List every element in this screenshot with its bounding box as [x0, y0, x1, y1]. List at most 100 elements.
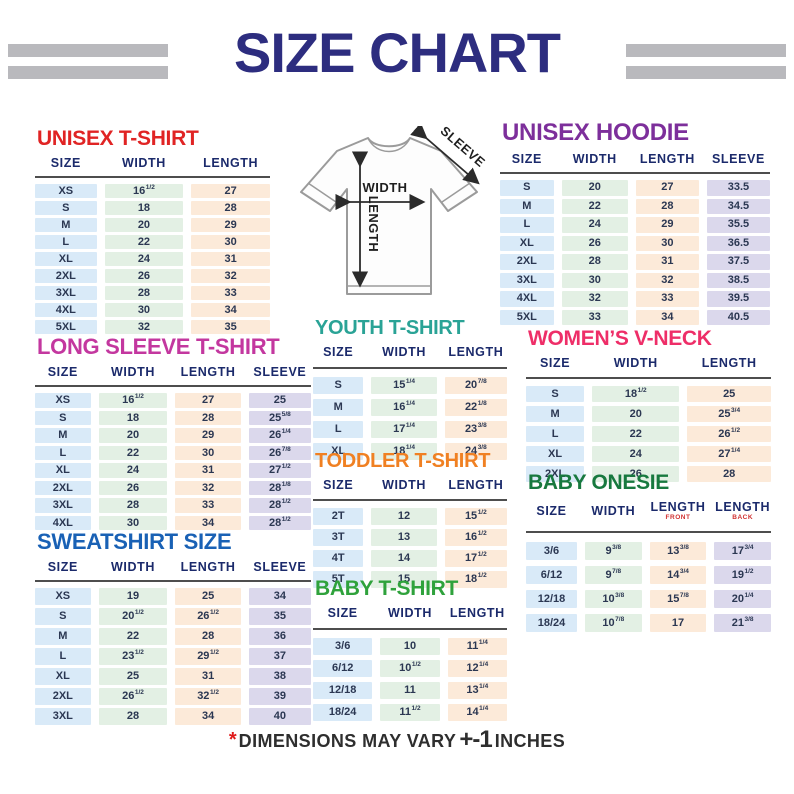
size-cell: M [526, 406, 585, 422]
value-cell: 20 [98, 428, 168, 443]
size-table-unisex-tshirt: UNISEX T-SHIRT SIZE WIDTH LENGTH XS 161/2 27 S… [35, 127, 270, 334]
column-header: WIDTH [121, 156, 166, 170]
value-cell: 25 [98, 668, 168, 685]
size-cell: XL [35, 463, 91, 478]
value-cell: 22 [98, 445, 168, 460]
size-cell: XL [35, 668, 91, 685]
value-cell: 19 [98, 588, 168, 605]
value-cell: 11 [380, 682, 440, 699]
value-cell: 28 [98, 708, 168, 725]
value-cell: 281/2 [248, 498, 311, 513]
value-cell: 24 [104, 252, 184, 266]
size-cell: 4XL [35, 303, 97, 317]
size-cell: 4T [313, 550, 364, 567]
footnote-unit: INCHES [494, 731, 566, 751]
size-cell: 6/12 [526, 565, 577, 584]
header-divider [500, 172, 770, 174]
table-grid: SIZE WIDTH LENGTH 2T 12 151/2 3T 13 161/2 4T 14 171… [313, 476, 507, 588]
value-cell: 231/2 [98, 648, 168, 665]
value-cell: 281/2 [248, 515, 311, 530]
value-cell: 13 [371, 529, 437, 546]
value-cell: 35 [191, 320, 270, 334]
value-cell: 161/4 [371, 399, 437, 416]
size-cell: 18/24 [313, 704, 373, 721]
value-cell: 35.5 [706, 217, 770, 233]
value-cell: 27 [635, 180, 699, 196]
value-cell: 25 [175, 588, 241, 605]
column-header: LENGTH [448, 345, 504, 359]
size-cell: 5XL [500, 309, 554, 325]
value-cell: 29 [635, 217, 699, 233]
size-cell: 3XL [35, 498, 91, 513]
header-divider [526, 377, 771, 379]
size-cell: 2XL [526, 466, 585, 482]
value-cell: 103/8 [584, 589, 642, 608]
footnote-asterisk: * [228, 729, 237, 751]
value-cell: 253/4 [687, 406, 771, 422]
column-header: SIZE [323, 478, 354, 492]
value-cell: 30 [98, 515, 168, 530]
size-table-baby-onesie: BABY ONESIE SIZE WIDTH LENGTH FRONT LENGTH BA… [526, 471, 771, 632]
value-cell: 34 [191, 303, 270, 317]
value-cell: 30 [561, 272, 628, 288]
size-table-baby-tshirt: BABY T-SHIRT SIZE WIDTH LENGTH 3/6 10 111/4 6/… [313, 577, 507, 721]
value-cell: 26 [104, 269, 184, 283]
column-header: SIZE [536, 503, 567, 518]
value-cell: 31 [175, 463, 241, 478]
decor-bar [626, 66, 786, 79]
value-cell: 201/4 [714, 589, 771, 608]
value-cell: 28 [175, 628, 241, 645]
value-cell: 22 [592, 426, 680, 442]
column-header: SIZE [327, 606, 358, 620]
value-cell: 32 [104, 320, 184, 334]
value-cell: 37.5 [706, 254, 770, 270]
column-header: WIDTH [572, 152, 617, 166]
column-header: SLEEVE [711, 152, 765, 166]
column-header: LENGTH [448, 478, 504, 492]
header-divider [35, 580, 311, 582]
value-cell: 18 [104, 201, 184, 215]
value-cell: 20 [561, 180, 628, 196]
value-cell: 243/8 [444, 443, 507, 460]
value-cell: 32 [175, 480, 241, 495]
header-divider [526, 530, 771, 533]
size-cell: 18/24 [526, 613, 577, 632]
size-cell: 4XL [35, 515, 91, 530]
value-cell: 261/2 [98, 688, 168, 705]
value-cell: 207/8 [444, 377, 507, 394]
size-cell: XL [526, 446, 585, 462]
column-header: WIDTH [591, 503, 636, 518]
size-cell: L [35, 648, 91, 665]
table-title: UNISEX HOODIE [502, 119, 689, 146]
column-header: SIZE [47, 560, 78, 574]
width-label: WIDTH [362, 180, 407, 195]
value-cell: 28 [635, 198, 699, 214]
value-cell: 34 [635, 309, 699, 325]
decor-bar [8, 44, 168, 57]
value-cell: 31 [635, 254, 699, 270]
value-cell: 38 [248, 668, 311, 685]
value-cell: 271/4 [687, 446, 771, 462]
value-cell: 33 [561, 309, 628, 325]
column-header: LENGTH FRONT [650, 500, 706, 521]
size-cell: L [35, 445, 91, 460]
column-header: WIDTH [388, 606, 432, 620]
collar-seam [367, 137, 411, 153]
value-cell: 93/8 [584, 541, 642, 560]
size-table-unisex-hoodie: UNISEX HOODIE SIZE WIDTH LENGTH SLEEVE S 20 27… [500, 119, 770, 325]
size-cell: S [526, 386, 585, 402]
value-cell: 30 [175, 445, 241, 460]
column-header: SIZE [47, 365, 78, 379]
footnote: * DIMENSIONS MAY VARY +-1 INCHES [0, 726, 794, 754]
value-cell: 34 [175, 708, 241, 725]
column-header: SLEEVE [253, 560, 307, 574]
value-cell: 37 [248, 648, 311, 665]
value-cell: 291/2 [175, 648, 241, 665]
value-cell: 181/2 [444, 571, 507, 588]
header-divider [35, 176, 270, 178]
table-grid: SIZE WIDTH LENGTH SLEEVE XS 161/2 27 25 S 18 28 255… [35, 363, 311, 530]
value-cell: 40 [248, 708, 311, 725]
size-cell: 2XL [500, 254, 554, 270]
value-cell: 131/4 [447, 682, 507, 699]
size-cell: 3/6 [313, 638, 373, 655]
